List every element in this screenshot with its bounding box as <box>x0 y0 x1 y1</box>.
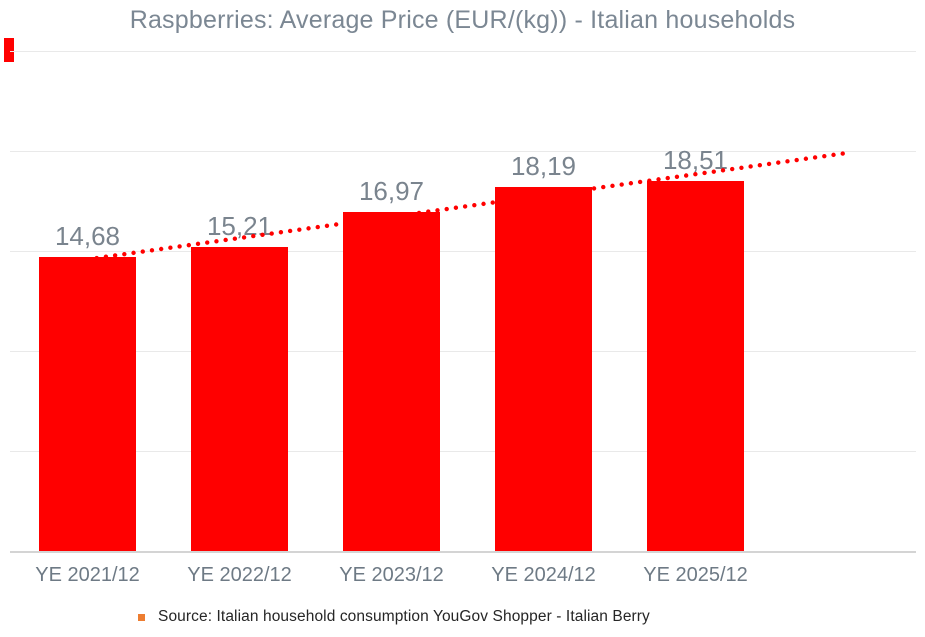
source-text: Source: Italian household consumption Yo… <box>158 608 650 625</box>
x-axis-label: YE 2021/12 <box>35 564 140 586</box>
bar <box>39 257 136 551</box>
x-axis-label: YE 2025/12 <box>643 564 748 586</box>
value-label: 15,21 <box>206 210 273 241</box>
x-axis-label: YE 2023/12 <box>339 564 444 586</box>
x-axis-line <box>10 550 916 553</box>
x-axis-label: YE 2022/12 <box>187 564 292 586</box>
bar <box>495 187 592 551</box>
bar <box>343 211 440 551</box>
value-label: 18,51 <box>662 144 729 175</box>
stray-red-marker <box>4 38 14 62</box>
bar <box>191 246 288 551</box>
gridline <box>10 351 916 352</box>
gridline <box>10 451 916 452</box>
x-axis-label: YE 2024/12 <box>491 564 596 586</box>
value-label: 16,97 <box>358 175 425 206</box>
chart-title: Raspberries: Average Price (EUR/(kg)) - … <box>129 6 796 34</box>
gridline <box>10 51 916 52</box>
source-note: Source: Italian household consumption Yo… <box>138 608 650 626</box>
value-label: 18,19 <box>510 151 577 182</box>
source-bullet-icon <box>138 613 145 621</box>
value-label: 14,68 <box>54 221 121 252</box>
bar <box>647 180 744 551</box>
